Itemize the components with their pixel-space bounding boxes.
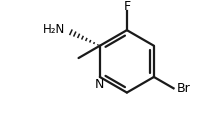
Text: F: F xyxy=(123,0,130,13)
Text: N: N xyxy=(95,78,104,91)
Text: H₂N: H₂N xyxy=(43,23,65,36)
Text: Br: Br xyxy=(176,82,190,95)
